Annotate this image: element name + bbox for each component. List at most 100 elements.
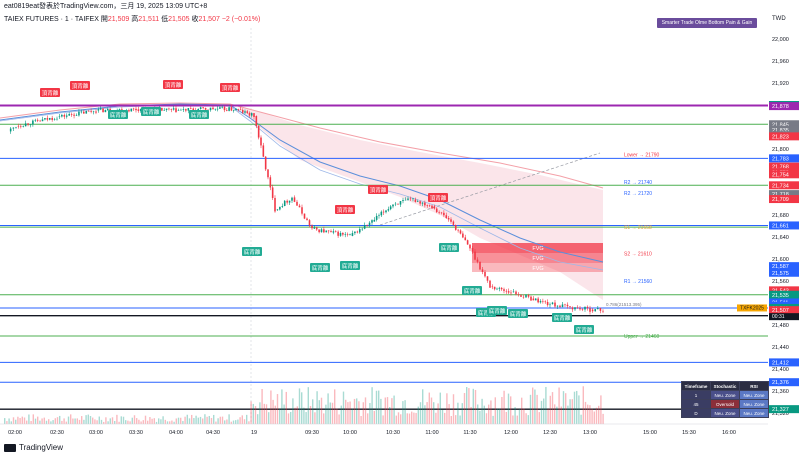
volume-bar [188, 418, 191, 424]
price-tag-box [769, 195, 799, 204]
price-tag-label: 21,327 [772, 407, 789, 413]
candle-body [469, 244, 471, 249]
volume-bar [540, 400, 543, 424]
top-divergence-marker[interactable]: 頂背離 [70, 81, 90, 90]
volume-bar [43, 417, 45, 424]
tradingview-footer[interactable]: TradingView [4, 441, 63, 455]
volume-bar [351, 408, 353, 424]
candle-body [68, 114, 70, 116]
price-tag: 21,783 [769, 154, 799, 163]
price-tag: 21,535 [769, 290, 799, 299]
volume-bar [206, 416, 208, 424]
candle-body [445, 215, 448, 219]
volume-bar [272, 399, 274, 424]
candle-body [330, 231, 332, 232]
legend-high: 21,511 [138, 16, 160, 23]
volume-bar [459, 415, 461, 424]
volume-bar [136, 418, 138, 424]
candle-body [554, 302, 556, 307]
candle-body [368, 222, 371, 226]
candle-body [51, 117, 53, 120]
candle-body [599, 308, 602, 311]
time-tick-label: 16:00 [722, 430, 736, 436]
candle-body [459, 230, 462, 234]
volume-bar [87, 414, 89, 424]
volume-bar [501, 396, 503, 424]
top-divergence-marker[interactable]: 頂背離 [335, 205, 355, 214]
price-tag: 21,412 [769, 358, 799, 367]
bottom-divergence-marker[interactable]: 底背離 [552, 313, 572, 322]
bottom-divergence-marker[interactable]: 底背離 [439, 243, 459, 252]
level-label: S2 → 21610 [624, 252, 652, 258]
candle-body [356, 231, 359, 233]
volume-bar [39, 420, 41, 424]
level-label: R1 → 21560 [624, 279, 652, 285]
volume-bar [34, 418, 37, 424]
volume-bar [494, 397, 496, 424]
bottom-divergence-marker[interactable]: 底背離 [340, 261, 360, 270]
candle-body [315, 227, 318, 230]
bottom-divergence-marker[interactable]: 底背離 [508, 309, 528, 318]
candle-body [387, 209, 390, 211]
top-divergence-marker[interactable]: 頂背離 [163, 80, 183, 89]
top-divergence-badge [335, 205, 355, 214]
table-cell-rsi: Neu. Zone [739, 408, 769, 418]
volume-bar [470, 406, 472, 424]
volume-bar [483, 405, 485, 424]
volume-bar [461, 403, 463, 424]
bottom-divergence-marker[interactable]: 底背離 [462, 286, 482, 295]
volume-bar [12, 417, 15, 424]
bottom-divergence-badge [340, 261, 360, 270]
volume-bar [301, 392, 303, 424]
volume-bar [336, 408, 338, 424]
top-divergence-marker[interactable]: 頂背離 [368, 185, 388, 194]
candle-body [24, 123, 27, 127]
price-axis[interactable] [768, 28, 800, 440]
candle-body [22, 126, 25, 127]
candle-body [276, 209, 279, 211]
volume-bar [279, 409, 281, 424]
candle-body [20, 126, 22, 127]
bottom-divergence-marker[interactable]: 底背離 [310, 263, 330, 272]
volume-bar [474, 389, 477, 424]
volume-bar [26, 420, 28, 424]
top-divergence-marker[interactable]: 頂背離 [220, 83, 240, 92]
top-divergence-badge [428, 193, 448, 202]
volume-bar [468, 388, 470, 424]
bottom-divergence-marker[interactable]: 底背離 [189, 110, 209, 119]
price-tag: 21,661 [769, 221, 799, 230]
candle-body [301, 207, 303, 214]
bottom-divergence-marker[interactable]: 底背離 [108, 110, 128, 119]
bottom-divergence-label: 底背離 [342, 262, 359, 270]
candle-body [232, 110, 235, 111]
level-label: Lower → 21790 [624, 153, 660, 159]
candle-body [216, 108, 219, 110]
volume-bar [457, 402, 459, 424]
candle-body [172, 108, 175, 110]
volume-bar [395, 415, 397, 424]
volume-bar [182, 421, 184, 424]
candle-body [342, 233, 344, 235]
volume-bar [587, 404, 589, 424]
candle-body [244, 111, 246, 113]
currency-label[interactable]: TWD [772, 16, 786, 22]
bottom-divergence-marker[interactable]: 底背離 [242, 247, 262, 256]
bottom-divergence-marker[interactable]: 底背離 [141, 107, 161, 116]
table-cell-timeframe: D [681, 408, 711, 418]
candle-body [241, 110, 244, 113]
candle-body [32, 120, 34, 125]
candle-body [382, 211, 385, 213]
top-divergence-marker[interactable]: 頂背離 [428, 193, 448, 202]
volume-bar [307, 387, 309, 424]
indicator-badge[interactable]: Smarter Trade Olme Bottom Pain & Gain [657, 18, 757, 28]
volume-bar [316, 391, 318, 424]
candle-body [12, 127, 15, 129]
volume-bar [208, 415, 210, 424]
volume-bar [305, 412, 307, 424]
bottom-divergence-marker[interactable]: 底背離 [574, 325, 594, 334]
candle-body [235, 108, 237, 111]
volume-bar [448, 404, 450, 424]
top-divergence-marker[interactable]: 頂背離 [40, 88, 60, 97]
bottom-divergence-marker[interactable]: 底背離 [487, 306, 507, 315]
